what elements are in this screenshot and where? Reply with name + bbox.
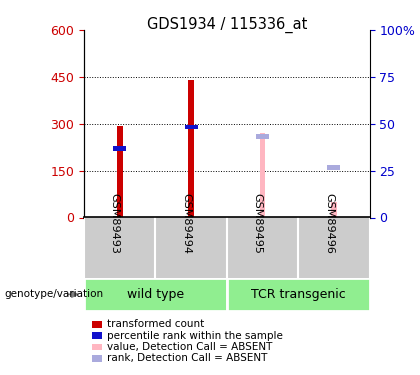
Text: rank, Detection Call = ABSENT: rank, Detection Call = ABSENT (107, 353, 268, 363)
Bar (84, 278, 227, 311)
Bar (113, 146, 126, 151)
Text: TCR transgenic: TCR transgenic (251, 288, 346, 301)
Text: GSM89495: GSM89495 (252, 193, 262, 254)
Bar (256, 134, 269, 139)
Text: wild type: wild type (127, 288, 184, 301)
Bar (331, 202, 337, 217)
Text: genotype/variation: genotype/variation (4, 290, 103, 299)
Text: percentile rank within the sample: percentile rank within the sample (107, 331, 283, 340)
Bar (185, 124, 197, 129)
Text: GDS1934 / 115336_at: GDS1934 / 115336_at (147, 17, 307, 33)
Text: transformed count: transformed count (107, 320, 205, 329)
Bar (260, 133, 265, 218)
Bar (117, 126, 123, 218)
Text: value, Detection Call = ABSENT: value, Detection Call = ABSENT (107, 342, 273, 352)
Text: GSM89496: GSM89496 (324, 193, 334, 254)
Text: GSM89493: GSM89493 (110, 193, 120, 254)
Bar (227, 278, 370, 311)
Text: GSM89494: GSM89494 (181, 193, 191, 254)
Bar (188, 80, 194, 218)
Bar (328, 165, 340, 170)
